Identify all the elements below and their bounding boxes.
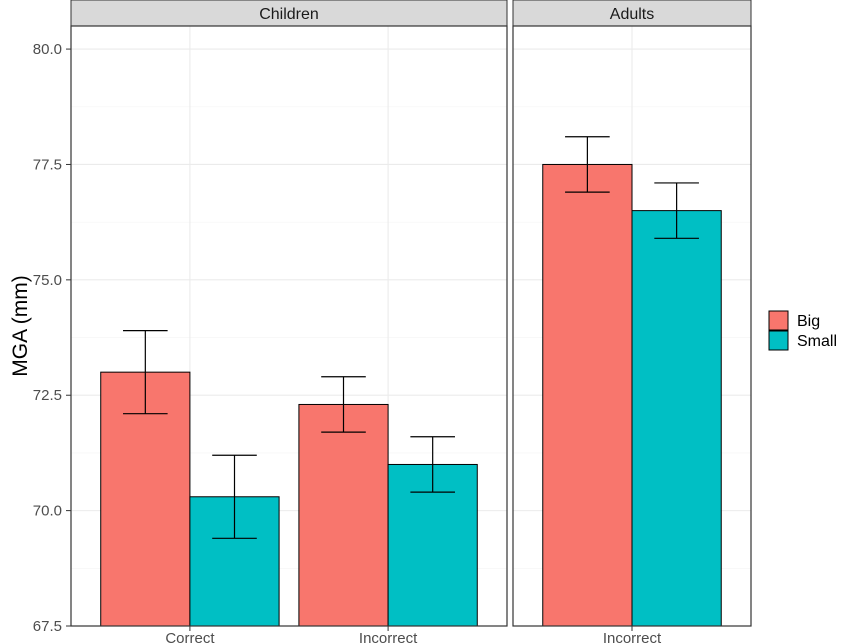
strip-label-adults: Adults: [610, 6, 654, 23]
x-tick-label: Incorrect: [359, 630, 418, 643]
error-bar-small: [410, 436, 455, 493]
y-tick-label: 70.0: [33, 503, 62, 520]
error-bar-small: [654, 182, 699, 239]
bar-big: [542, 163, 633, 627]
error-bar-big: [321, 376, 366, 433]
y-axis-title: MGA (mm): [9, 275, 32, 376]
x-tick-label: Correct: [165, 630, 215, 643]
x-tick-label: Incorrect: [603, 630, 662, 643]
bars-adults: [542, 136, 722, 627]
legend: Big Small: [768, 310, 837, 351]
legend-key-big: [768, 310, 789, 331]
strip-label-children: Children: [259, 6, 319, 23]
x-axis: Correct Incorrect Incorrect: [165, 626, 662, 643]
y-tick-label: 72.5: [33, 387, 62, 404]
error-bar-big: [565, 136, 610, 193]
y-axis: 67.5 70.0 72.5 75.0 77.5 80.0: [33, 41, 71, 635]
bar-big: [100, 371, 191, 627]
panel-children: Children: [70, 0, 508, 627]
panel-border-children: [70, 25, 508, 627]
y-tick-label: 77.5: [33, 156, 62, 173]
strip-adults: [512, 0, 752, 27]
strip-children: [70, 0, 508, 27]
bar-small: [631, 210, 722, 627]
error-bar-small: [212, 454, 257, 539]
y-tick-label: 67.5: [33, 618, 62, 635]
y-tick-label: 80.0: [33, 41, 62, 58]
y-tick-label: 75.0: [33, 272, 62, 289]
legend-key-small: [768, 330, 789, 351]
panel-adults: Adults: [512, 0, 752, 627]
legend-label-big: Big: [797, 313, 820, 330]
legend-label-small: Small: [797, 333, 837, 350]
bar-big: [298, 403, 389, 627]
error-bar-big: [123, 330, 168, 415]
